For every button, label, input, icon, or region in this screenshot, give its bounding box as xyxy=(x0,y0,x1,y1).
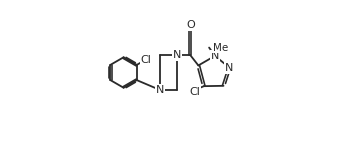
Text: Cl: Cl xyxy=(141,55,152,65)
Text: N: N xyxy=(173,50,181,60)
Text: N: N xyxy=(225,63,234,73)
Text: N: N xyxy=(211,51,219,61)
Text: O: O xyxy=(186,20,195,30)
Text: Me: Me xyxy=(213,43,228,53)
Text: N: N xyxy=(156,85,164,95)
Text: Cl: Cl xyxy=(189,87,200,97)
